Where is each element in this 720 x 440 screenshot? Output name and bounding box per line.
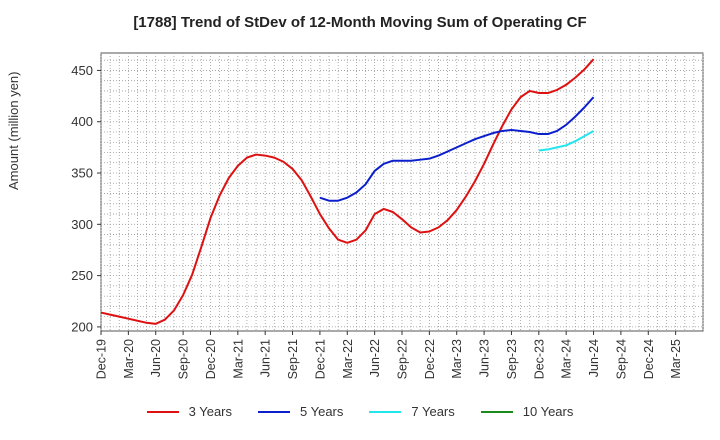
- axes: 200 250 300 350 400 450 Dec-19 Mar-20 Jun-20 Sep-…: [71, 63, 683, 379]
- x-tick-label: Sep-23: [505, 339, 519, 379]
- y-tick-label: 300: [71, 217, 93, 232]
- legend-label: 7 Years: [411, 404, 455, 419]
- x-tick-label: Jun-22: [368, 339, 382, 377]
- legend-item: 7 Years: [369, 404, 455, 419]
- x-tick-label: Dec-24: [642, 339, 656, 379]
- series-line-5-years: [319, 96, 595, 202]
- legend-label: 5 Years: [300, 404, 344, 419]
- y-tick-label: 400: [71, 114, 93, 129]
- legend-item: 3 Years: [146, 404, 232, 419]
- y-tick-label: 350: [71, 166, 93, 181]
- x-tick-label: Mar-22: [341, 339, 355, 379]
- x-tick-label: Mar-21: [231, 339, 245, 379]
- x-tick-label: Mar-25: [669, 339, 683, 379]
- legend-swatch: [146, 410, 179, 413]
- x-tick-label: Jun-24: [587, 339, 601, 377]
- x-tick-label: Sep-24: [614, 339, 628, 379]
- x-tick-label: Dec-20: [204, 339, 218, 379]
- x-tick-label: Sep-20: [177, 339, 191, 379]
- x-tick-label: Jun-20: [149, 339, 163, 377]
- legend-label: 3 Years: [188, 404, 232, 419]
- legend-item: 10 Years: [480, 404, 574, 419]
- x-tick-label: Mar-24: [560, 339, 574, 379]
- x-tick-label: Jun-23: [478, 339, 492, 377]
- x-tick-label: Sep-21: [286, 339, 300, 379]
- legend-swatch: [258, 410, 290, 413]
- grid: [100, 52, 704, 332]
- x-tick-label: Jun-21: [259, 339, 273, 377]
- legend-item: 5 Years: [258, 404, 343, 419]
- x-tick-label: Dec-23: [532, 339, 546, 379]
- x-tick-label: Mar-20: [122, 339, 136, 379]
- x-tick-label: Mar-23: [450, 339, 464, 379]
- series-line-3-years: [100, 58, 595, 325]
- series-line-7-years: [538, 130, 595, 152]
- series: [100, 58, 595, 325]
- legend-swatch: [369, 410, 402, 413]
- x-tick-label: Sep-22: [396, 339, 410, 379]
- chart-title: [1788] Trend of StDev of 12-Month Moving…: [133, 14, 587, 31]
- legend-label: 10 Years: [522, 404, 574, 419]
- x-tick-label: Dec-19: [95, 339, 109, 379]
- x-tick-label: Dec-22: [423, 339, 437, 379]
- legend-swatch: [480, 410, 513, 413]
- y-tick-label: 200: [71, 319, 93, 334]
- legend: 3 Years 5 Years 7 Years 10 Years: [0, 404, 720, 419]
- y-tick-label: 450: [71, 63, 93, 78]
- y-tick-label: 250: [71, 268, 93, 283]
- x-tick-label: Dec-21: [313, 339, 327, 379]
